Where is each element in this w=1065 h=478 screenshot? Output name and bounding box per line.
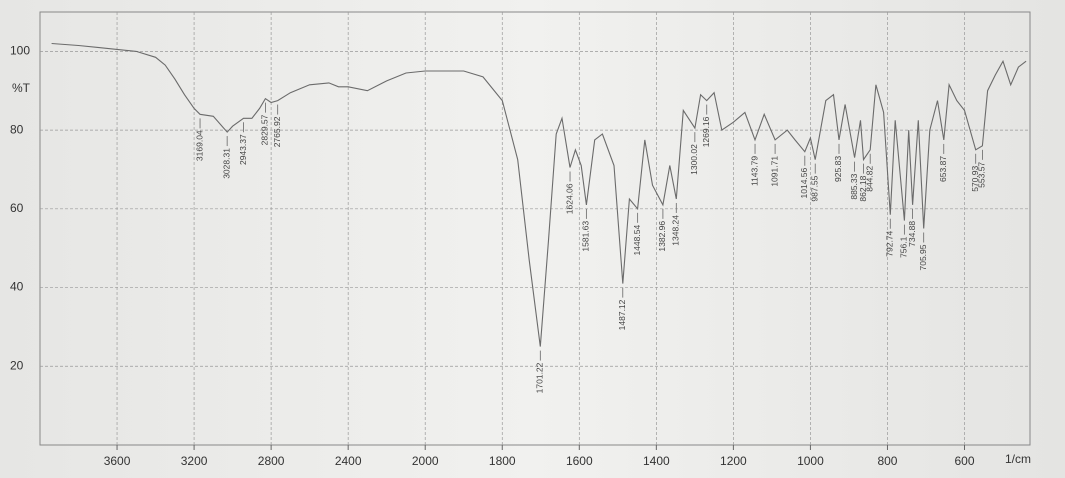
- peak-label: 844.82: [864, 166, 874, 192]
- peak-label: 1624.06: [564, 183, 574, 214]
- x-tick-label: 2000: [412, 454, 439, 468]
- x-tick-label: 1400: [643, 454, 670, 468]
- peak-label: 553.57: [977, 162, 987, 188]
- peak-label: 756.1: [899, 236, 909, 258]
- peak-label: 1143.79: [749, 156, 759, 186]
- y-axis-label: %T: [12, 81, 31, 95]
- x-tick-label: 600: [954, 454, 974, 468]
- x-axis-label: 1/cm: [1005, 452, 1031, 466]
- peak-label: 3169.04: [194, 130, 204, 161]
- peak-label: 3028.31: [221, 148, 231, 179]
- y-tick-label: 80: [10, 122, 24, 136]
- x-tick-label: 1000: [797, 454, 824, 468]
- x-tick-label: 1800: [489, 454, 516, 468]
- x-tick-label: 800: [877, 454, 897, 468]
- peak-label: 792.74: [885, 230, 895, 256]
- peak-label: 2829.57: [260, 114, 270, 145]
- y-tick-label: 60: [10, 201, 24, 215]
- peak-label: 925.83: [833, 156, 843, 182]
- peak-label: 1382.96: [657, 221, 667, 252]
- peak-label: 1014.56: [799, 167, 809, 198]
- peak-label: 1269.16: [701, 116, 711, 147]
- peak-label: 885.33: [849, 173, 859, 199]
- peak-label: 862.18: [858, 175, 868, 201]
- peak-label: 1091.71: [769, 156, 779, 187]
- peak-label: 1300.02: [689, 144, 699, 175]
- peak-label: 1487.12: [617, 299, 627, 330]
- x-tick-label: 3600: [104, 454, 131, 468]
- y-tick-label: 40: [10, 280, 24, 294]
- peak-label: 1448.54: [632, 225, 642, 256]
- x-tick-label: 2400: [335, 454, 362, 468]
- peak-label: 705.95: [918, 244, 928, 270]
- spectrum-line: [51, 42, 1027, 347]
- x-tick-label: 1600: [566, 454, 593, 468]
- peak-label: 1581.63: [581, 221, 591, 252]
- y-tick-label: 100: [10, 44, 30, 58]
- peak-label: 1348.24: [671, 215, 681, 246]
- peak-label: 2765.92: [272, 116, 282, 147]
- x-tick-label: 2800: [258, 454, 285, 468]
- peak-label: 653.87: [938, 156, 948, 182]
- x-tick-label: 1200: [720, 454, 747, 468]
- peak-label: 1701.22: [535, 362, 545, 393]
- x-tick-label: 3200: [181, 454, 208, 468]
- plot-frame: [39, 11, 1031, 446]
- peak-label: 2943.37: [238, 134, 248, 165]
- peak-label: 987.55: [809, 175, 819, 201]
- peak-label: 570.93: [970, 166, 980, 192]
- peak-label: 734.88: [907, 221, 917, 247]
- y-tick-label: 20: [10, 358, 24, 372]
